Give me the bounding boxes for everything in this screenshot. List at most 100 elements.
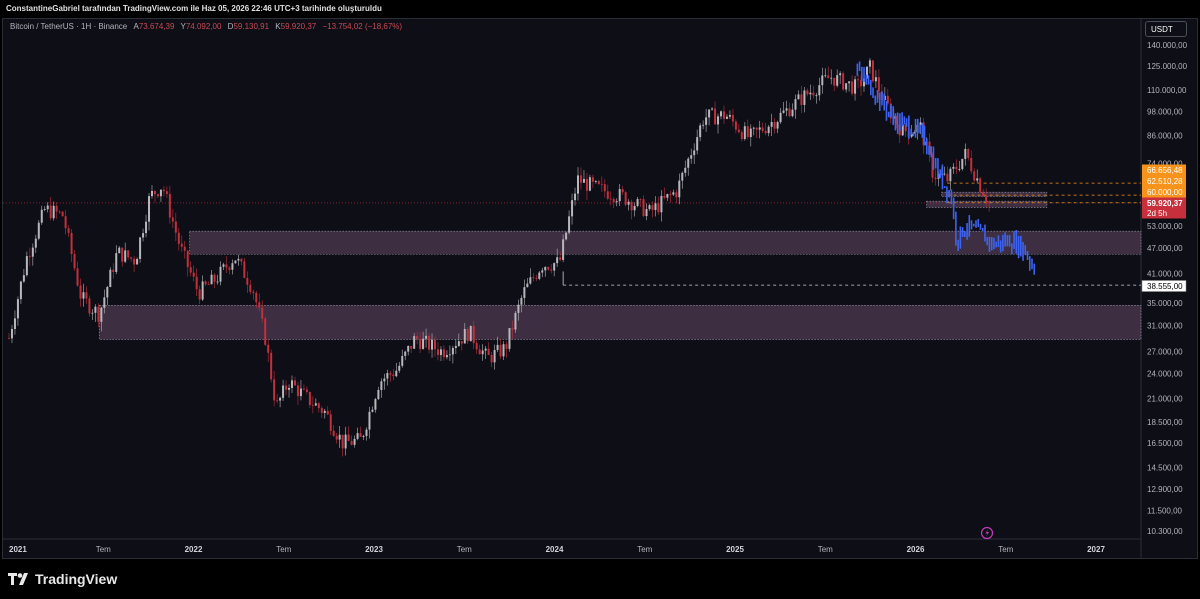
y-tick-label: 11.500,00: [1147, 506, 1183, 515]
y-tick-label: 98.000,00: [1147, 107, 1183, 116]
candle-body: [395, 370, 398, 377]
candle-body: [94, 306, 97, 313]
candle-body: [106, 286, 109, 298]
candle-body: [460, 341, 463, 344]
candle-body: [636, 199, 639, 206]
candle-body: [320, 408, 323, 413]
candle-body: [439, 349, 442, 356]
candle-body: [407, 345, 410, 352]
candle-body: [410, 345, 413, 349]
y-tick-label: 16.500,00: [1147, 439, 1183, 448]
candle-body: [731, 114, 734, 122]
candle-body: [988, 202, 991, 204]
candle-body: [499, 344, 502, 357]
candle-body: [526, 283, 529, 288]
candle-body: [299, 388, 302, 397]
candle-body: [901, 124, 904, 136]
candle-body: [538, 272, 541, 279]
candle-body: [955, 166, 958, 170]
tradingview-logo-icon: [8, 573, 28, 585]
candle-body: [127, 250, 130, 258]
candle-body: [541, 270, 544, 273]
candle-body: [174, 221, 177, 233]
candle-body: [177, 232, 180, 244]
candle-body: [168, 193, 171, 218]
x-tick-label: 2027: [1087, 545, 1105, 554]
chart-area[interactable]: [2, 18, 1198, 559]
candle-body: [79, 285, 82, 299]
x-tick-label: Tem: [276, 545, 291, 554]
candle-body: [398, 365, 401, 371]
candle-body: [136, 258, 139, 265]
price-tag-bg: [1142, 175, 1186, 187]
candle-body: [582, 178, 585, 183]
candle-body: [976, 178, 979, 181]
candle-body: [851, 81, 854, 94]
candle-body: [827, 75, 830, 79]
candle-body: [91, 312, 94, 314]
candle-body: [934, 177, 937, 179]
candle-body: [603, 184, 606, 192]
candle-body: [663, 195, 666, 198]
candle-body: [591, 177, 594, 182]
candle-body: [812, 92, 815, 96]
candle-body: [523, 287, 526, 298]
candle-body: [600, 183, 603, 185]
currency-button[interactable]: USDT: [1145, 21, 1187, 37]
price-tag-bg: [1142, 207, 1186, 219]
candle-body: [627, 201, 630, 205]
candle-body: [183, 246, 186, 251]
lightning-icon: [985, 529, 989, 537]
candle-body: [308, 391, 311, 405]
candle-body: [112, 269, 115, 272]
candle-body: [764, 130, 767, 134]
candle-body: [431, 339, 434, 350]
candle-body: [243, 261, 246, 278]
candle-body: [225, 264, 228, 268]
candle-body: [359, 433, 362, 437]
candle-body: [61, 211, 64, 217]
y-tick-label: 12.900,00: [1147, 485, 1183, 494]
x-tick-label: Tem: [818, 545, 833, 554]
candle-body: [332, 430, 335, 436]
candle-body: [67, 228, 70, 233]
candle-body: [198, 289, 201, 300]
candle-body: [180, 243, 183, 247]
y-tick-label: 27.000,00: [1147, 347, 1183, 356]
candle-body: [118, 247, 121, 254]
price-tag-label: 38.555,00: [1147, 282, 1183, 291]
candle-body: [824, 75, 827, 77]
candle-body: [156, 194, 159, 197]
candle-body: [73, 254, 76, 269]
candle-body: [416, 336, 419, 340]
candle-body: [31, 247, 34, 257]
candle-body: [425, 335, 428, 339]
candle-body: [142, 233, 145, 238]
tradingview-logo[interactable]: TradingView: [8, 570, 117, 588]
candle-body: [520, 297, 523, 305]
candle-body: [153, 190, 156, 195]
price-tag-label: 59.920,37: [1147, 199, 1183, 208]
price-tag-label: 60.000,00: [1147, 188, 1183, 197]
x-tick-label: 2024: [546, 545, 564, 554]
candle-body: [261, 307, 264, 319]
candle-body: [624, 192, 627, 205]
candle-body: [270, 352, 273, 380]
candle-body: [559, 257, 562, 260]
candle-body: [490, 354, 493, 363]
x-tick-label: Tem: [998, 545, 1013, 554]
x-tick-label: 2025: [726, 545, 744, 554]
candle-body: [547, 267, 550, 270]
candle-body: [949, 168, 952, 182]
candle-body: [282, 385, 285, 398]
candle-body: [311, 404, 314, 406]
candle-body: [487, 348, 490, 355]
candle-body: [529, 277, 532, 284]
candle-body: [329, 414, 332, 431]
candle-body: [535, 277, 538, 279]
candle-body: [594, 181, 597, 182]
candle-body: [207, 284, 210, 285]
zone-2: [941, 191, 1048, 197]
candle-body: [714, 108, 717, 125]
